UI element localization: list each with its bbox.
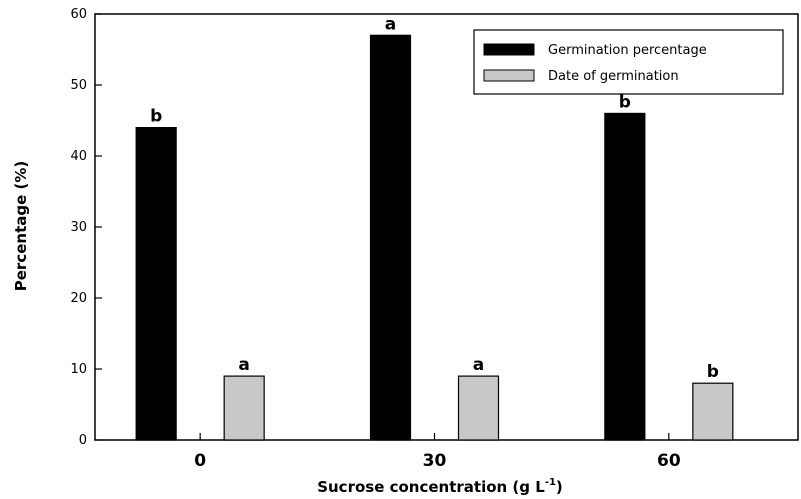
bar [223,375,265,441]
y-tick-label: 40 [70,149,87,164]
x-tick-label: 60 [657,451,681,471]
legend: Germination percentage Date of germinatio… [473,29,784,95]
significance-letter: a [473,355,484,375]
significance-letter: a [238,355,249,375]
significance-letter: b [150,107,162,127]
bars [135,34,734,441]
bar [457,375,500,441]
x-axis-label-suffix: ) [556,478,563,496]
x-tick-label: 0 [194,451,206,471]
bar [692,382,734,441]
y-tick-label: 20 [70,291,87,306]
x-tick-label: 30 [423,451,447,471]
significance-letter: b [707,362,719,382]
significance-letter: a [385,14,396,34]
x-axis-label: Sucrose concentration (g L-1) [317,477,563,496]
y-tick-label: 30 [70,220,87,235]
legend-swatch [483,43,535,56]
y-tick-label: 0 [79,433,87,448]
legend-label: Germination percentage [548,43,707,58]
y-tick-label: 10 [70,362,87,377]
significance-letter: b [619,92,631,112]
bar [369,34,412,441]
x-axis-label-superscript: -1 [545,477,556,488]
y-tick-label: 50 [70,78,87,93]
bar [135,126,177,441]
significance-labels: b a b a a b [150,14,719,382]
legend-box [473,29,784,95]
y-tick-label: 60 [70,7,87,22]
axes: 0 10 20 30 40 50 60 0 30 60 [70,7,799,471]
y-axis-label: Percentage (%) [12,161,30,291]
x-axis-label-main: Sucrose concentration (g L [317,478,545,496]
legend-label: Date of germination [548,69,679,84]
legend-swatch [483,69,535,82]
bar [604,112,646,441]
